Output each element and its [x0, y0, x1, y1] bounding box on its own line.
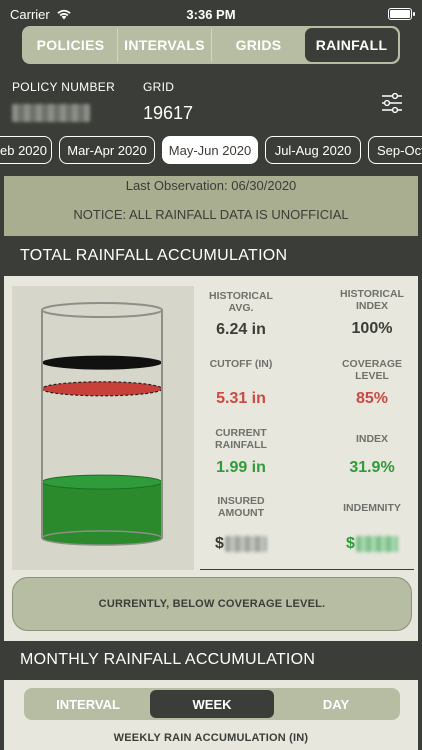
notice-box: Last Observation: 06/30/2020 NOTICE: ALL…	[4, 176, 418, 236]
coverage-level-value: 85%	[355, 390, 389, 407]
date-pill-mar-apr[interactable]: Mar-Apr 2020	[59, 136, 155, 164]
carrier-label: Carrier	[10, 6, 50, 22]
indemnity-currency: $	[346, 535, 355, 552]
weekly-chart-title: WEEKLY RAIN ACCUMULATION (IN)	[113, 732, 309, 744]
indemnity-redacted	[355, 536, 398, 552]
coverage-level-label: COVERAGE LEVEL	[341, 358, 403, 382]
tab-grids[interactable]: GRIDS	[235, 37, 282, 53]
grid-value: 19617	[143, 103, 194, 123]
total-rainfall-header: TOTAL RAINFALL ACCUMULATION	[4, 237, 418, 275]
monthly-panel: INTERVAL WEEK DAY WEEKLY RAIN ACCUMULATI…	[4, 680, 418, 750]
date-pill-jul-aug[interactable]: Jul-Aug 2020	[265, 136, 361, 164]
tab-intervals[interactable]: INTERVALS	[118, 28, 212, 62]
rainfall-summary-panel: HISTORICAL AVG. 6.24 in HISTORICAL INDEX…	[4, 276, 418, 642]
date-pill-may-jun[interactable]: May-Jun 2020	[162, 136, 258, 164]
historical-index-label: HISTORICAL INDEX	[340, 288, 404, 312]
tab-day[interactable]: DAY	[322, 696, 350, 712]
gauge-level-current	[41, 474, 163, 490]
gauge-level-cutoff	[41, 381, 163, 397]
current-rainfall-value: 1.99 in	[216, 459, 266, 476]
cutoff-value: 5.31 in	[216, 390, 266, 407]
insured-amount-currency: $	[215, 535, 224, 552]
battery-icon	[388, 8, 415, 20]
indemnity-value: $	[327, 535, 417, 553]
gauge-rim	[41, 302, 163, 318]
tab-interval[interactable]: INTERVAL	[56, 696, 120, 712]
tab-rainfall[interactable]: RAINFALL	[305, 28, 398, 62]
policy-number-value-redacted	[12, 104, 90, 122]
gauge-fill-current	[42, 482, 162, 538]
historical-avg-value: 6.24 in	[216, 321, 266, 338]
historical-index-value: 100%	[351, 320, 393, 337]
unofficial-notice: NOTICE: ALL RAINFALL DATA IS UNOFFICIAL	[73, 207, 349, 222]
tab-policies[interactable]: POLICIES	[24, 28, 118, 62]
gauge-level-historical	[42, 355, 162, 370]
insured-amount-label: INSURED AMOUNT	[217, 495, 265, 519]
cutoff-label: CUTOFF (IN)	[209, 358, 273, 370]
status-bar: Carrier 3:36 PM	[0, 0, 422, 28]
insured-amount-redacted	[224, 536, 267, 552]
wifi-icon	[57, 9, 71, 20]
coverage-status-button[interactable]: CURRENTLY, BELOW COVERAGE LEVEL.	[12, 577, 412, 631]
index-label: INDEX	[355, 433, 389, 445]
date-pill-jan-feb[interactable]: eb 2020	[0, 136, 52, 164]
stats-divider	[200, 569, 414, 570]
rain-gauge-graphic	[41, 302, 163, 546]
tab-week[interactable]: WEEK	[150, 690, 274, 718]
current-rainfall-label: CURRENT RAINFALL	[215, 427, 267, 451]
policy-number-label: POLICY NUMBER	[12, 80, 116, 94]
last-observation: Last Observation: 06/30/2020	[125, 178, 297, 193]
monthly-rainfall-header: MONTHLY RAINFALL ACCUMULATION	[4, 641, 418, 679]
main-tab-bar: POLICIES INTERVALS GRIDS RAINFALL	[22, 26, 400, 64]
date-range-scroller[interactable]: eb 2020 Mar-Apr 2020 May-Jun 2020 Jul-Au…	[0, 136, 422, 164]
rain-gauge-card	[12, 286, 194, 570]
grid-label: GRID	[143, 80, 175, 94]
indemnity-label: INDEMNITY	[343, 502, 401, 514]
gauge-base-ellipse	[41, 530, 163, 546]
insured-amount-value: $	[196, 535, 286, 553]
period-tab-bar: INTERVAL WEEK DAY	[24, 688, 400, 720]
date-pill-sep-oct[interactable]: Sep-Oct	[368, 136, 422, 164]
filter-settings-icon[interactable]	[380, 93, 404, 113]
index-value: 31.9%	[349, 459, 395, 476]
historical-avg-label: HISTORICAL AVG.	[209, 290, 273, 314]
